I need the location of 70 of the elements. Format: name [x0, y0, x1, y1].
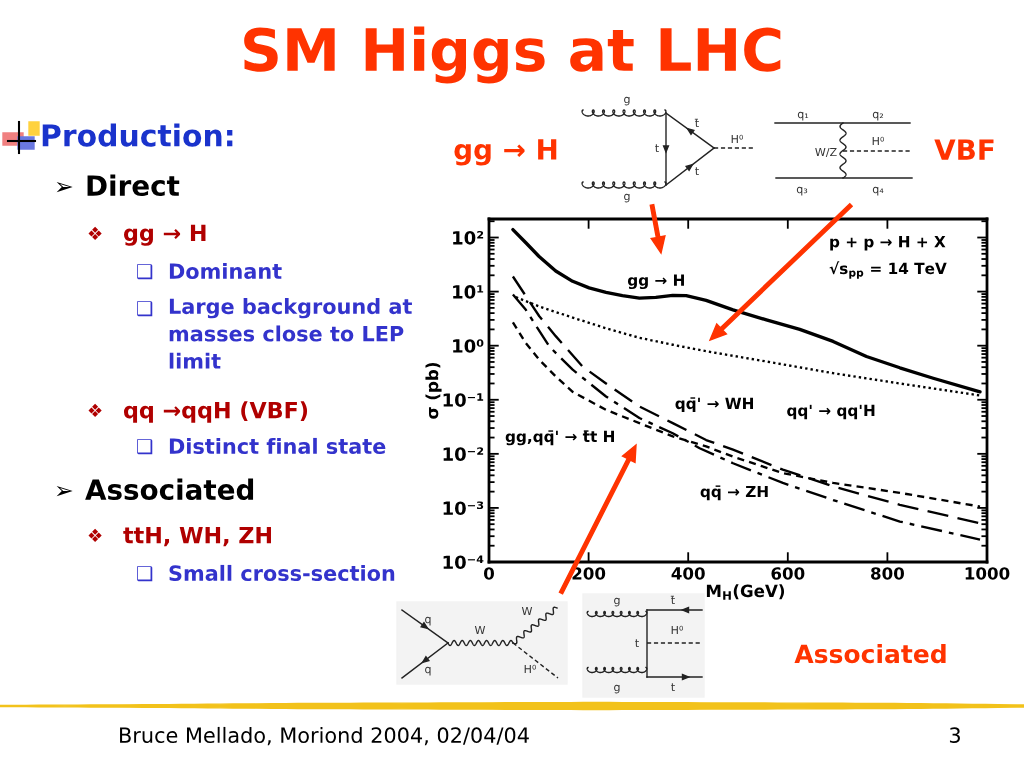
x-axis-title: M$_{H}$(GeV)	[706, 584, 785, 600]
text: ❑	[137, 439, 153, 455]
text: ❑	[137, 566, 153, 582]
text: t	[695, 167, 699, 176]
text: g	[614, 597, 620, 607]
text: W	[474, 625, 486, 635]
annotation: √s$_{pp}$ = 14 TeV	[829, 261, 947, 279]
text: H⁰	[872, 136, 885, 146]
text: Associated	[794, 643, 946, 664]
text: Large background at masses close to LEP limit	[169, 298, 412, 369]
x-tick-label: 1000	[965, 567, 1010, 580]
text: ❖	[88, 403, 102, 418]
text: W/Z	[815, 147, 837, 158]
x-tick-label: 400	[671, 567, 705, 580]
chart-title: SM Higgs at LHC	[244, 26, 781, 84]
text: ❖	[88, 226, 102, 241]
text: Direct	[87, 174, 180, 197]
text: Small cross-section	[169, 564, 395, 582]
x-tick-label: 800	[871, 567, 904, 580]
y-tick-label: 10²	[453, 230, 484, 245]
y-tick-label: 10⁻³	[443, 501, 484, 516]
y-tick-label: 10⁰	[453, 339, 484, 353]
text: 3	[949, 727, 960, 744]
y-tick-label: 10⁻¹	[443, 393, 484, 407]
text: ➢	[56, 485, 73, 497]
series-label: qq' → qq'H	[787, 404, 875, 420]
series-label: qq̄ → ZH	[700, 485, 768, 501]
text: g	[614, 684, 620, 694]
text: ttH, WH, ZH	[123, 526, 271, 547]
text: Dominant	[169, 262, 282, 280]
text: q₁	[797, 111, 809, 121]
text: H⁰	[524, 664, 537, 674]
text: ❑	[137, 301, 153, 317]
series-label: gg → H	[627, 274, 684, 289]
text: t̄	[670, 595, 675, 605]
text: VBF	[934, 139, 994, 160]
annotation: p + p → H + X	[830, 236, 946, 251]
text: Bruce Mellado, Moriond 2004, 02/04/04	[120, 726, 529, 746]
text: gg → H	[124, 224, 206, 246]
series-label: gg,qq̄' → t̄t H	[505, 430, 614, 446]
text: t	[635, 639, 639, 648]
text: q₄	[872, 186, 884, 196]
y-tick-label: 10⁻⁴	[443, 555, 484, 570]
text: t	[655, 144, 659, 153]
text: ❖	[88, 528, 102, 543]
x-tick-label: 600	[771, 567, 805, 580]
series-label: qq̄' → WH	[675, 397, 754, 413]
text: q	[425, 616, 431, 626]
text: g	[624, 96, 630, 106]
text: t	[671, 683, 675, 692]
text: qq →qqH (VBF)	[124, 401, 308, 423]
text: g	[624, 193, 630, 203]
text: H⁰	[731, 134, 744, 144]
text: t̄	[694, 118, 699, 128]
text: H⁰	[671, 625, 684, 635]
text: q₂	[872, 111, 884, 121]
text: ➢	[56, 181, 73, 193]
text: ❑	[137, 264, 153, 280]
y-tick-label: 10¹	[453, 285, 484, 299]
text: Distinct final state	[169, 437, 386, 455]
text: q₃	[796, 186, 808, 196]
x-tick-label: 0	[484, 567, 494, 580]
text: q	[425, 666, 431, 676]
text: Associated	[85, 478, 254, 501]
y-axis-title: σ (pb)	[425, 362, 442, 419]
text: W	[521, 606, 533, 616]
x-tick-label: 200	[572, 567, 606, 580]
y-tick-label: 10⁻²	[443, 447, 484, 461]
text: gg → H	[454, 139, 557, 166]
text: Production:	[42, 123, 233, 147]
